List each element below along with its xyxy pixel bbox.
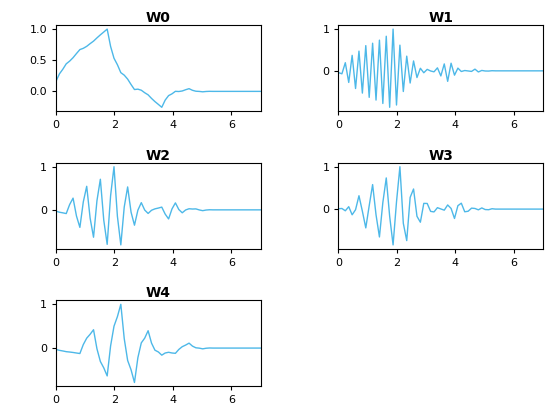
- Title: W1: W1: [428, 11, 454, 25]
- Title: W3: W3: [428, 149, 453, 163]
- Title: W2: W2: [146, 149, 171, 163]
- Title: W0: W0: [146, 11, 171, 25]
- Title: W4: W4: [146, 286, 171, 300]
